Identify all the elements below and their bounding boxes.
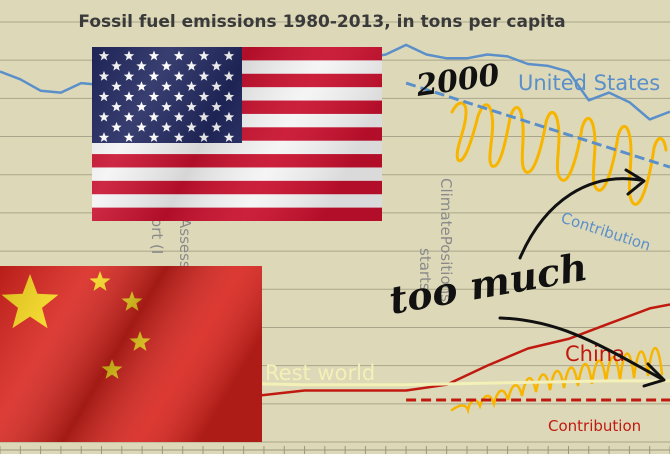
arrow-down-stroke [498, 316, 662, 380]
climatepositions-label: ClimatePositions [437, 178, 455, 302]
starts-label: starts [416, 248, 434, 291]
arrow-down-head [642, 362, 666, 388]
us-series-label: United States [518, 71, 660, 95]
arrow-up-stroke [518, 177, 642, 260]
chart-title: Fossil fuel emissions 1980-2013, in tons… [78, 12, 565, 32]
rest-world-label: Rest world [265, 361, 375, 385]
us-flag-image [92, 47, 382, 221]
x-axis-ticks [0, 446, 670, 454]
china-gap-squiggle [450, 346, 664, 415]
china-contribution-label: Contribution [548, 417, 641, 435]
arrow-up-head [624, 168, 646, 196]
china-flag-image [0, 266, 262, 442]
us-contribution-line [405, 81, 670, 169]
climatepositions-word: ClimatePositions [437, 178, 455, 302]
assessment-label-partial: ort (I [148, 218, 166, 254]
